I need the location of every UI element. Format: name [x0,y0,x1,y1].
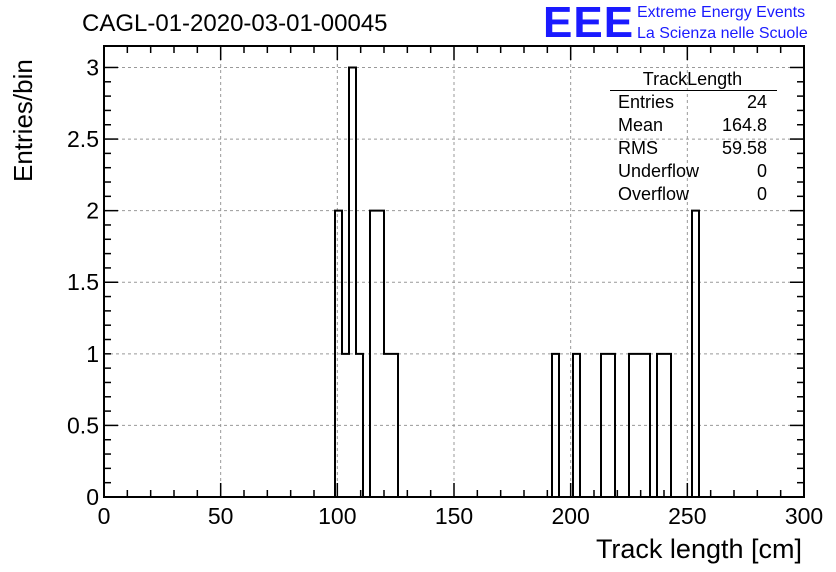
stats-row: Underflow 0 [610,160,775,183]
y-tick-label: 2.5 [67,126,99,152]
stats-separator [610,90,777,91]
y-tick-label: 0.5 [67,412,99,438]
x-tick-label: 300 [785,503,823,529]
x-tick-label: 200 [551,503,589,529]
x-tick-label: 0 [98,503,111,529]
x-tick-label: 150 [435,503,473,529]
stats-label: Entries [618,92,675,112]
grid-lines [104,46,804,497]
stats-value: 164.8 [721,115,767,135]
y-tick-label: 2 [86,198,99,224]
x-tick-label: 250 [668,503,706,529]
stats-row: Overflow 0 [610,183,775,206]
x-axis-label: Track length [cm] [595,534,802,564]
stats-label: Overflow [618,184,690,204]
stats-row: Entries 24 [610,91,775,114]
stats-value: 0 [756,184,767,204]
stats-value: 0 [756,161,767,181]
axis-tick-labels: 0 50 100 150 200 250 300 0 0.5 1 1.5 2 2.5 3 [67,54,823,529]
y-tick-label: 0 [86,484,99,510]
y-tick-label: 1 [86,341,99,367]
stats-box: TrackLength Entries 24 Mean 164.8 RMS 59.58 Un… [610,68,777,206]
y-tick-label: 1.5 [67,269,99,295]
stats-title: TrackLength [642,69,743,89]
logo-line-2: La Scienza nelle Scuole [637,25,808,42]
axis-ticks [103,46,805,498]
stats-row: Mean 164.8 [610,114,775,137]
stats-label: Mean [618,115,664,135]
stats-label: RMS [618,138,658,158]
chart-title: CAGL-01-2020-03-01-00045 [82,10,388,37]
y-axis-label: Entries/bin [8,59,38,182]
x-tick-label: 100 [318,503,356,529]
logo-line-1: Extreme Energy Events [637,4,806,21]
stats-label: Underflow [618,161,700,181]
y-tick-label: 3 [86,54,99,80]
stats-row: RMS 59.58 [610,137,775,160]
eee-logo: EEE [543,0,635,47]
x-tick-label: 50 [208,503,234,529]
stats-value: 59.58 [721,138,767,158]
stats-value: 24 [746,92,767,112]
